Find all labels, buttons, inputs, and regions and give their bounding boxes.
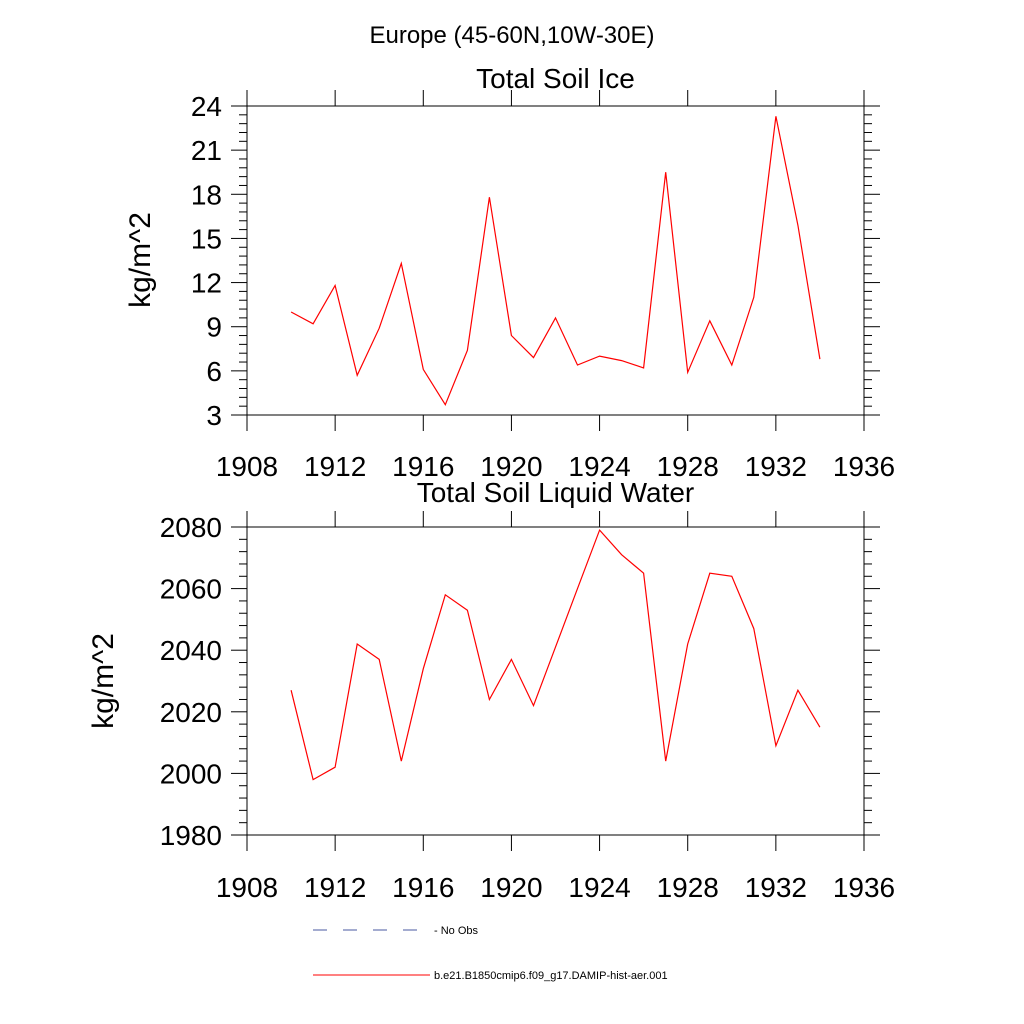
y-tick-label: 3 <box>206 400 222 431</box>
plot-title: Total Soil Liquid Water <box>417 477 695 508</box>
x-tick-label: 1920 <box>480 872 542 903</box>
y-tick-label: 2020 <box>160 697 222 728</box>
x-tick-label: 1928 <box>657 451 719 482</box>
y-axis-label: kg/m^2 <box>124 212 157 308</box>
legend-label: - No Obs <box>434 925 479 937</box>
x-tick-label: 1920 <box>480 451 542 482</box>
y-tick-label: 2040 <box>160 635 222 666</box>
y-tick-label: 24 <box>191 91 222 122</box>
x-tick-label: 1912 <box>304 451 366 482</box>
y-tick-label: 12 <box>191 268 222 299</box>
y-tick-label: 1980 <box>160 820 222 851</box>
y-tick-label: 21 <box>191 135 222 166</box>
y-tick-label: 15 <box>191 223 222 254</box>
x-tick-label: 1924 <box>568 451 630 482</box>
x-tick-label: 1928 <box>657 872 719 903</box>
x-tick-label: 1908 <box>216 872 278 903</box>
x-tick-label: 1908 <box>216 451 278 482</box>
legend-label: b.e21.B1850cmip6.f09_g17.DAMIP-hist-aer.… <box>434 970 668 982</box>
y-tick-label: 9 <box>206 312 222 343</box>
y-tick-label: 2060 <box>160 574 222 605</box>
series-line <box>290 528 821 781</box>
series-line <box>290 116 821 407</box>
plot-frame <box>246 105 865 416</box>
figure-suptitle: Europe (45-60N,10W-30E) <box>369 22 654 49</box>
plot-frame <box>246 526 865 836</box>
x-tick-label: 1916 <box>392 451 454 482</box>
x-tick-label: 1932 <box>745 451 807 482</box>
soil-ice-plot: Total Soil Ice kg/m^2 3 6 9 12 15 18 21 24 1908 191… <box>124 63 895 482</box>
y-tick-label: 2080 <box>160 512 222 543</box>
x-tick-label: 1932 <box>745 872 807 903</box>
x-tick-label: 1924 <box>568 872 630 903</box>
y-tick-label: 6 <box>206 356 222 387</box>
soil-liquid-water-plot: Total Soil Liquid Water kg/m^2 1980 2000 202… <box>87 477 895 903</box>
y-axis-label: kg/m^2 <box>87 633 120 729</box>
plot-title: Total Soil Ice <box>476 63 635 94</box>
y-tick-label: 2000 <box>160 758 222 789</box>
y-tick-label: 18 <box>191 179 222 210</box>
x-tick-label: 1916 <box>392 872 454 903</box>
legend: - No Obs b.e21.B1850cmip6.f09_g17.DAMIP-h… <box>313 925 668 982</box>
x-tick-label: 1912 <box>304 872 366 903</box>
x-tick-label: 1936 <box>833 872 895 903</box>
x-tick-label: 1936 <box>833 451 895 482</box>
